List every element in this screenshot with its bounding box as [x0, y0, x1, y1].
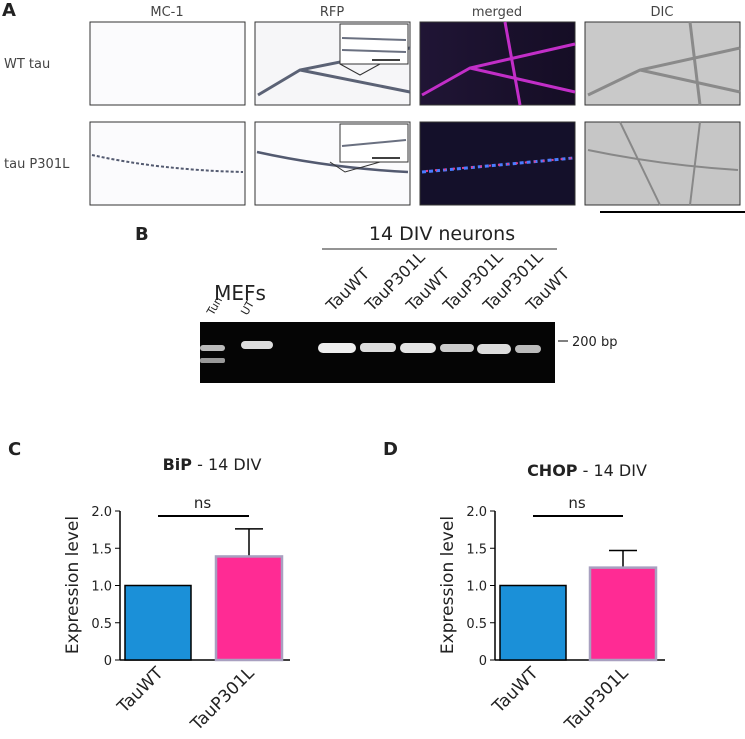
row-label: tau P301L	[4, 157, 70, 172]
chart-title: CHOP - 14 DIV	[527, 461, 647, 480]
chart-title: BiP - 14 DIV	[163, 455, 262, 474]
column-label: merged	[472, 5, 522, 20]
y-axis-label: Expression level	[63, 516, 83, 654]
panel-label: D	[383, 439, 398, 460]
x-tick-label: TauP301L	[560, 663, 632, 735]
y-tick-label: 0	[104, 654, 112, 669]
title-bold: CHOP	[527, 461, 578, 480]
x-tick-label: TauWT	[113, 663, 168, 718]
panel-label: B	[135, 224, 149, 245]
group-label: MEFs	[214, 281, 266, 305]
y-tick-label: 0.5	[91, 617, 112, 632]
annotation: ns	[194, 494, 212, 512]
panel-label: C	[8, 439, 21, 460]
y-tick-label: 0.5	[466, 617, 487, 632]
y-tick-label: 1.5	[466, 542, 487, 557]
title-bold: BiP	[163, 455, 193, 474]
annotation: ns	[568, 494, 586, 512]
bar	[588, 566, 658, 662]
y-tick-label: 2.0	[466, 505, 487, 520]
group-header: 14 DIV neurons	[369, 223, 515, 245]
y-tick-label: 1.0	[466, 580, 487, 595]
title-text: - 14 DIV	[197, 455, 261, 474]
column-label: MC-1	[150, 5, 183, 20]
column-label: RFP	[320, 5, 345, 20]
bar	[214, 555, 284, 662]
y-tick-label: 0	[479, 654, 487, 669]
bar	[124, 584, 192, 661]
charts: C BiP - 14 DIV Expression level 0 0.5 1.0 1.5 2…	[8, 439, 665, 735]
y-tick-label: 2.0	[91, 505, 112, 520]
x-tick-label: TauP301L	[186, 663, 258, 735]
gel	[200, 322, 555, 383]
bar	[499, 584, 567, 661]
y-tick-label: 1.0	[91, 580, 112, 595]
size-marker: 200 bp	[572, 335, 617, 350]
y-axis-label: Expression level	[438, 516, 458, 654]
row-label: WT tau	[4, 57, 50, 72]
title-text: - 14 DIV	[583, 461, 647, 480]
micrographs	[89, 21, 745, 213]
column-label: DIC	[651, 5, 674, 20]
y-tick-label: 1.5	[91, 542, 112, 557]
x-tick-label: TauWT	[488, 663, 543, 718]
lane-label: TauWT	[322, 264, 374, 316]
panel-label: A	[2, 0, 16, 21]
